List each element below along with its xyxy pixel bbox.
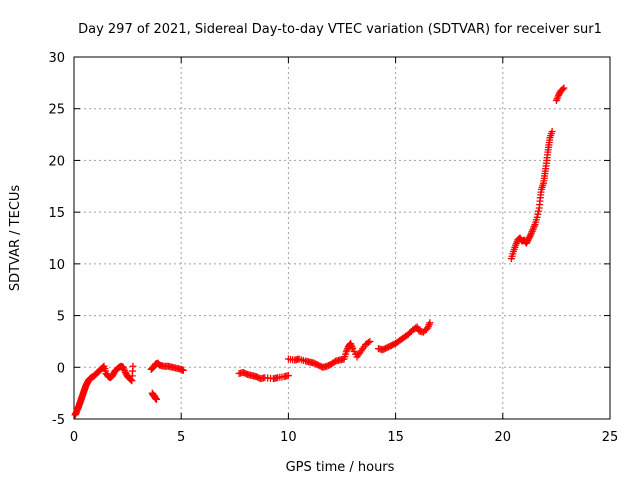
y-tick-label: -5	[52, 413, 65, 428]
data-point	[535, 207, 543, 215]
data-point	[366, 337, 374, 345]
data-point	[559, 85, 567, 93]
data-point	[560, 84, 568, 92]
y-axis-label: SDTVAR / TECUs	[8, 185, 23, 292]
y-tick-label: 0	[57, 361, 65, 376]
y-tick-label: 20	[48, 154, 65, 169]
data-point	[364, 338, 372, 346]
y-tick-label: 5	[57, 310, 65, 325]
plot-frame	[73, 56, 611, 420]
axis-ticks: 0 5 10 15 20 25 -5 0 5 10 15 20 25 30	[48, 51, 618, 445]
y-tick-label: 25	[48, 103, 65, 118]
x-tick-label: 5	[177, 430, 185, 445]
data-point	[548, 127, 556, 135]
y-tick-label: 30	[48, 51, 65, 66]
data-point	[533, 213, 541, 221]
data-point	[426, 319, 434, 327]
data-point	[526, 232, 534, 240]
data-point	[534, 210, 542, 218]
x-tick-label: 15	[387, 430, 404, 445]
x-tick-label: 20	[495, 430, 512, 445]
y-tick-label: 10	[48, 258, 65, 273]
x-tick-label: 10	[280, 430, 297, 445]
y-tick-label: 15	[48, 206, 65, 221]
data-points	[71, 84, 568, 419]
data-point	[129, 362, 137, 370]
data-point	[153, 395, 161, 403]
x-axis-label: GPS time / hours	[286, 460, 395, 475]
x-tick-label: 25	[602, 430, 619, 445]
grid-lines	[74, 57, 610, 419]
data-point	[127, 376, 135, 384]
data-point	[179, 366, 187, 374]
data-point	[284, 372, 292, 380]
chart-title: Day 297 of 2021, Sidereal Day-to-day VTE…	[78, 22, 602, 37]
x-tick-label: 0	[70, 430, 78, 445]
